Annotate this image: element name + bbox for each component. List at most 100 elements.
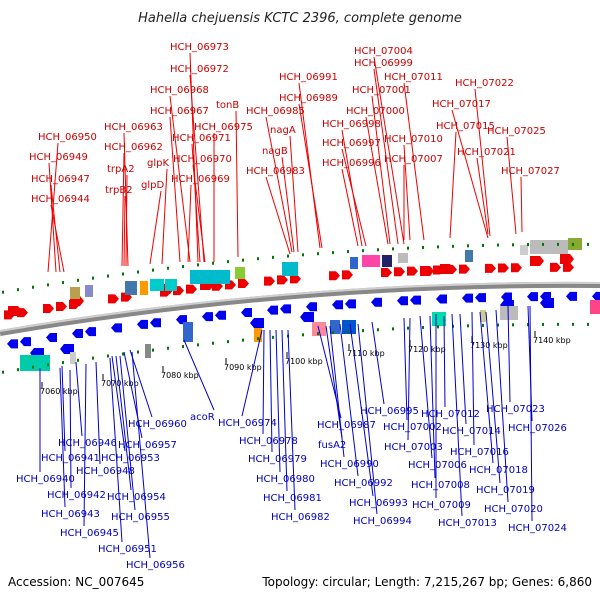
reverse-gene-label[interactable]: HCH_06945 xyxy=(60,528,119,539)
minor-tick-bottom xyxy=(317,332,319,336)
reverse-gene-label[interactable]: HCH_06948 xyxy=(76,466,135,477)
reverse-gene-label[interactable]: HCH_06960 xyxy=(128,419,187,430)
forward-gene-label[interactable]: HCH_06970 xyxy=(173,154,232,165)
reverse-gene-label[interactable]: HCH_06957 xyxy=(118,440,177,451)
reverse-gene-label[interactable]: HCH_06974 xyxy=(218,418,277,429)
forward-gene-label[interactable]: HCH_07025 xyxy=(487,126,546,137)
reverse-gene-label[interactable]: HCH_06956 xyxy=(126,560,185,571)
reverse-gene-label[interactable]: HCH_07006 xyxy=(408,460,467,471)
reverse-gene-label[interactable]: HCH_07012 xyxy=(421,409,480,420)
forward-gene-label[interactable]: HCH_06975 xyxy=(194,122,253,133)
forward-gene-arrow xyxy=(511,263,522,273)
forward-gene-label[interactable]: HCH_06947 xyxy=(31,174,90,185)
reverse-gene-label[interactable]: HCH_07018 xyxy=(469,465,528,476)
forward-gene-label[interactable]: HCH_06962 xyxy=(104,142,163,153)
forward-gene-label[interactable]: HCH_06972 xyxy=(170,64,229,75)
reverse-gene-label[interactable]: HCH_07023 xyxy=(486,404,545,415)
reverse-gene-label[interactable]: HCH_06993 xyxy=(349,498,408,509)
forward-gene-label[interactable]: HCH_07027 xyxy=(501,166,560,177)
reverse-gene-arrow xyxy=(410,295,421,305)
reverse-gene-label[interactable]: HCH_07014 xyxy=(442,426,501,437)
forward-gene-label[interactable]: HCH_06950 xyxy=(38,132,97,143)
forward-gene-label[interactable]: HCH_06944 xyxy=(31,194,90,205)
reverse-gene-label[interactable]: HCH_06942 xyxy=(47,490,106,501)
forward-gene-label[interactable]: HCH_06969 xyxy=(171,174,230,185)
forward-gene-label[interactable]: HCH_06989 xyxy=(279,93,338,104)
forward-gene-label[interactable]: HCH_07017 xyxy=(432,99,491,110)
forward-gene-label[interactable]: HCH_07004 xyxy=(354,46,413,57)
protein-domain-box xyxy=(20,355,50,371)
forward-label-leader xyxy=(474,88,491,237)
forward-gene-label[interactable]: nagB xyxy=(262,146,288,157)
reverse-gene-label[interactable]: HCH_06990 xyxy=(320,459,379,470)
forward-gene-labels: HCH_06973 HCH_06972 HCH_06968 HCH_06967 HCH_… xyxy=(29,42,560,205)
forward-label-leader xyxy=(191,143,201,263)
reverse-gene-label[interactable]: HCH_06995 xyxy=(360,406,419,417)
forward-gene-label[interactable]: HCH_07007 xyxy=(384,154,443,165)
reverse-gene-label[interactable]: HCH_06982 xyxy=(271,512,330,523)
forward-gene-label[interactable]: HCH_06991 xyxy=(279,72,338,83)
forward-gene-label[interactable]: trpB2 xyxy=(105,185,133,196)
reverse-gene-label[interactable]: HCH_06951 xyxy=(98,544,157,555)
forward-gene-label[interactable]: HCH_06963 xyxy=(104,122,163,133)
forward-gene-label[interactable]: HCH_07015 xyxy=(436,121,495,132)
reverse-gene-label[interactable]: HCH_07026 xyxy=(508,423,567,434)
forward-gene-label[interactable]: HCH_07011 xyxy=(384,72,443,83)
reverse-gene-label[interactable]: HCH_07008 xyxy=(411,480,470,491)
forward-gene-label[interactable]: glpK xyxy=(147,158,169,169)
forward-gene-label[interactable]: HCH_07010 xyxy=(384,134,443,145)
reverse-gene-label[interactable]: HCH_06994 xyxy=(353,516,412,527)
forward-gene-label[interactable]: glpD xyxy=(141,180,164,191)
reverse-gene-label[interactable]: HCH_07016 xyxy=(450,447,509,458)
forward-gene-label[interactable]: HCH_06999 xyxy=(354,58,413,69)
forward-label-leader xyxy=(123,195,126,267)
minor-tick-bottom xyxy=(362,329,364,333)
reverse-gene-label[interactable]: HCH_06980 xyxy=(256,474,315,485)
reverse-gene-label[interactable]: HCH_06987 xyxy=(317,420,376,431)
reverse-gene-label[interactable]: HCH_06946 xyxy=(58,438,117,449)
reverse-gene-label[interactable]: HCH_07024 xyxy=(508,523,567,534)
reverse-gene-label[interactable]: HCH_07002 xyxy=(383,422,442,433)
reverse-gene-label[interactable]: HCH_06978 xyxy=(239,436,298,447)
reverse-gene-label[interactable]: HCH_06941 xyxy=(41,453,100,464)
reverse-gene-label[interactable]: HCH_06954 xyxy=(107,492,166,503)
forward-gene-label[interactable]: HCH_06998 xyxy=(322,119,381,130)
reverse-gene-label[interactable]: HCH_06979 xyxy=(248,454,307,465)
forward-gene-label[interactable]: HCH_06971 xyxy=(172,133,231,144)
reverse-gene-arrow xyxy=(540,298,554,308)
forward-gene-label[interactable]: HCH_06968 xyxy=(150,85,209,96)
reverse-gene-label[interactable]: acoR xyxy=(190,412,215,423)
minor-tick-bottom xyxy=(92,356,94,360)
forward-gene-label[interactable]: HCH_06983 xyxy=(246,166,305,177)
forward-gene-label[interactable]: trpA2 xyxy=(107,164,135,175)
reverse-label-leader xyxy=(471,311,475,446)
reverse-gene-label[interactable]: HCH_07020 xyxy=(484,504,543,515)
reverse-gene-arrow xyxy=(332,300,343,310)
reverse-gene-label[interactable]: HCH_06943 xyxy=(41,509,100,520)
forward-gene-arrow xyxy=(485,263,496,273)
reverse-gene-label[interactable]: HCH_06981 xyxy=(263,493,322,504)
forward-gene-label[interactable]: HCH_06996 xyxy=(322,158,381,169)
forward-label-leader xyxy=(50,204,65,273)
reverse-gene-label[interactable]: HCH_07009 xyxy=(412,500,471,511)
reverse-gene-label[interactable]: fusA2 xyxy=(318,440,346,451)
reverse-gene-label[interactable]: HCH_07013 xyxy=(438,518,497,529)
reverse-gene-label[interactable]: HCH_07003 xyxy=(384,442,443,453)
minor-tick-bottom xyxy=(332,331,334,335)
forward-gene-label[interactable]: HCH_07022 xyxy=(455,78,514,89)
forward-gene-label[interactable]: HCH_07021 xyxy=(457,147,516,158)
reverse-gene-label[interactable]: HCH_06955 xyxy=(111,512,170,523)
forward-gene-label[interactable]: tonB xyxy=(216,100,239,111)
forward-gene-label[interactable]: HCH_07000 xyxy=(346,106,405,117)
forward-gene-label[interactable]: HCH_06967 xyxy=(150,106,209,117)
reverse-gene-label[interactable]: HCH_06992 xyxy=(334,478,393,489)
reverse-gene-label[interactable]: HCH_06940 xyxy=(16,474,75,485)
forward-gene-label[interactable]: HCH_06949 xyxy=(29,152,88,163)
forward-gene-label[interactable]: HCH_06997 xyxy=(322,138,381,149)
reverse-gene-label[interactable]: HCH_06953 xyxy=(101,453,160,464)
forward-gene-label[interactable]: HCH_06973 xyxy=(170,42,229,53)
forward-gene-label[interactable]: nagA xyxy=(270,125,296,136)
forward-gene-label[interactable]: HCH_06985 xyxy=(246,106,305,117)
reverse-gene-label[interactable]: HCH_07019 xyxy=(476,485,535,496)
forward-gene-label[interactable]: HCH_07001 xyxy=(352,85,411,96)
